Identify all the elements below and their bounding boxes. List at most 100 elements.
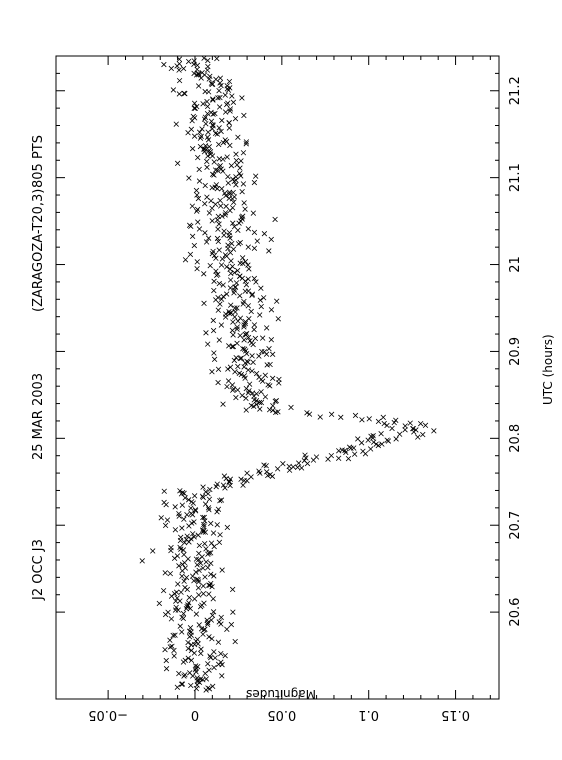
data-point xyxy=(257,312,263,318)
data-point xyxy=(241,112,247,119)
data-point xyxy=(218,322,225,328)
data-point xyxy=(206,667,212,673)
data-point xyxy=(173,604,179,611)
data-point xyxy=(205,148,212,154)
data-point xyxy=(188,126,195,133)
data-point xyxy=(191,105,197,111)
data-point xyxy=(208,118,215,124)
data-point xyxy=(236,370,243,376)
data-point xyxy=(186,175,192,181)
data-point xyxy=(179,502,186,508)
data-point xyxy=(335,455,342,461)
data-point xyxy=(189,233,196,240)
data-point xyxy=(195,585,202,591)
data-point xyxy=(246,381,253,387)
data-point xyxy=(215,307,221,313)
data-point xyxy=(205,235,212,241)
data-point xyxy=(223,291,230,297)
x-tick-label: 21.1 xyxy=(508,163,523,192)
data-point xyxy=(202,670,208,677)
data-point xyxy=(202,540,208,547)
data-point xyxy=(205,505,212,511)
data-point xyxy=(191,534,197,540)
data-point xyxy=(233,151,239,157)
data-point xyxy=(177,488,183,494)
data-point xyxy=(176,67,182,73)
data-point xyxy=(288,404,294,411)
data-point xyxy=(240,482,246,488)
data-point xyxy=(191,133,198,139)
data-point xyxy=(306,411,313,417)
data-point xyxy=(209,171,216,177)
data-point xyxy=(200,565,206,571)
data-point xyxy=(393,436,399,442)
data-point xyxy=(207,653,213,659)
data-point xyxy=(210,248,216,255)
data-point xyxy=(192,507,199,513)
data-point xyxy=(222,190,228,196)
data-point xyxy=(174,595,180,601)
data-point xyxy=(204,110,211,117)
data-point xyxy=(355,436,361,442)
data-point xyxy=(193,556,200,562)
data-point xyxy=(234,326,240,332)
data-point xyxy=(231,194,238,200)
data-point xyxy=(205,564,211,571)
data-point xyxy=(215,379,221,386)
data-point xyxy=(384,437,390,443)
data-point xyxy=(226,229,233,236)
data-point xyxy=(188,682,194,689)
data-point xyxy=(233,394,239,401)
data-point xyxy=(194,66,200,73)
data-point xyxy=(163,657,169,664)
data-point xyxy=(366,416,372,422)
data-point xyxy=(213,268,219,274)
data-point xyxy=(371,439,377,445)
data-point xyxy=(156,600,163,607)
data-point xyxy=(245,367,251,373)
data-point xyxy=(193,187,200,194)
data-point xyxy=(169,643,175,649)
data-point xyxy=(231,269,238,276)
data-point xyxy=(200,514,206,521)
data-point xyxy=(204,621,211,628)
data-point xyxy=(220,482,227,488)
data-point xyxy=(198,650,204,657)
data-point xyxy=(219,186,225,192)
data-point xyxy=(196,592,202,598)
data-point xyxy=(216,619,222,625)
data-point xyxy=(216,104,223,110)
data-point xyxy=(210,327,217,334)
data-point xyxy=(183,574,190,581)
data-point xyxy=(233,280,240,286)
data-point xyxy=(193,685,200,692)
data-point xyxy=(257,297,264,303)
data-point xyxy=(211,664,217,671)
data-point xyxy=(206,507,212,513)
data-point xyxy=(243,385,249,392)
data-point xyxy=(163,666,170,672)
data-point xyxy=(189,203,196,209)
data-point xyxy=(215,294,221,301)
data-point xyxy=(420,431,426,438)
data-point xyxy=(378,431,384,437)
data-point xyxy=(217,94,223,101)
data-point xyxy=(173,598,179,604)
data-point xyxy=(206,634,212,640)
data-point xyxy=(196,542,203,549)
data-point xyxy=(220,140,227,146)
y-tick-label: −0.05 xyxy=(88,707,128,722)
data-point xyxy=(219,567,225,573)
data-point xyxy=(237,355,243,362)
data-point xyxy=(218,614,224,621)
data-point xyxy=(214,55,220,62)
data-point xyxy=(202,114,209,120)
data-point xyxy=(275,316,281,322)
data-point xyxy=(205,129,211,135)
data-point xyxy=(164,517,171,523)
data-point xyxy=(194,103,200,110)
data-point xyxy=(188,505,194,511)
data-point xyxy=(210,97,216,103)
data-point xyxy=(243,407,249,413)
